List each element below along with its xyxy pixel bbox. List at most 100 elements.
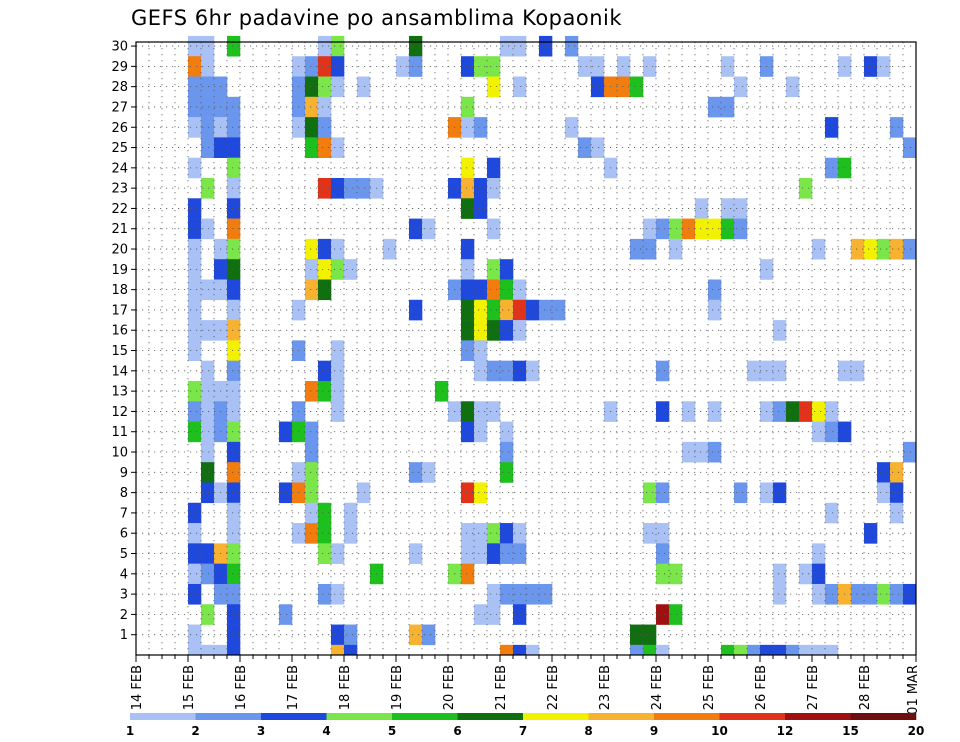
heatmap-cell — [331, 360, 345, 382]
y-tick-label: 6 — [120, 527, 128, 542]
heatmap-cell — [461, 178, 475, 199]
heatmap-cell — [812, 563, 826, 585]
legend-swatch — [195, 713, 262, 720]
y-tick-label: 28 — [111, 80, 128, 95]
heatmap-cell — [188, 563, 202, 585]
heatmap-cell — [188, 218, 202, 240]
x-tick-label: 27 FEB — [806, 665, 821, 710]
heatmap-cell — [526, 644, 540, 656]
heatmap-cell — [318, 76, 332, 98]
heatmap-cell — [201, 35, 215, 57]
heatmap-cell — [201, 482, 215, 504]
heatmap-cell — [669, 563, 683, 585]
heatmap-cell — [474, 279, 488, 301]
heatmap-cell — [188, 380, 202, 402]
heatmap-cell — [864, 523, 878, 544]
heatmap-cell — [903, 238, 917, 260]
heatmap-cell — [630, 644, 644, 656]
legend-swatch — [785, 713, 851, 720]
y-tick-label: 22 — [111, 202, 128, 217]
heatmap-cell — [630, 238, 644, 260]
heatmap-cell — [812, 543, 826, 564]
heatmap-cell — [305, 117, 319, 138]
x-tick-label: 20 FEB — [442, 665, 457, 710]
cells-layer — [188, 35, 917, 656]
heatmap-cell — [708, 441, 722, 463]
x-tick-label: 28 FEB — [858, 665, 873, 710]
heatmap-cell — [318, 178, 332, 199]
heatmap-cell — [890, 502, 904, 524]
heatmap-cell — [773, 644, 787, 656]
heatmap-cell — [669, 218, 683, 240]
heatmap-cell — [279, 482, 293, 504]
heatmap-cell — [656, 401, 670, 422]
x-tick-label: 23 FEB — [598, 665, 613, 710]
heatmap-cell — [201, 644, 215, 656]
heatmap-cell — [461, 563, 475, 585]
heatmap-cell — [786, 401, 800, 422]
heatmap-cell — [227, 320, 241, 341]
heatmap-cell — [188, 157, 202, 179]
heatmap-cell — [422, 218, 436, 240]
heatmap-cell — [201, 56, 215, 77]
heatmap-cell — [474, 543, 488, 564]
heatmap-cell — [487, 543, 501, 564]
heatmap-cell — [331, 401, 345, 422]
heatmap-cell — [474, 178, 488, 199]
heatmap-cell — [591, 56, 605, 77]
heatmap-cell — [188, 624, 202, 646]
legend: 1 2 3 4 5 6 7 8 9 10 12 15 20 — [126, 713, 924, 738]
chart-title: GEFS 6hr padavine po ansamblima Kopaonik — [131, 6, 623, 30]
heatmap-cell — [227, 259, 241, 280]
heatmap-cell — [474, 421, 488, 443]
legend-label: 12 — [777, 724, 794, 738]
heatmap-cell — [188, 76, 202, 98]
heatmap-cell — [331, 340, 345, 361]
heatmap-cell — [578, 56, 592, 77]
heatmap-cell — [461, 259, 475, 280]
heatmap-cell — [318, 56, 332, 77]
heatmap-cell — [825, 157, 839, 179]
heatmap-cell — [227, 117, 241, 138]
heatmap-cell — [188, 279, 202, 301]
heatmap-cell — [461, 238, 475, 260]
heatmap-cell — [812, 583, 826, 605]
heatmap-cell — [201, 543, 215, 564]
heatmap-cell — [513, 523, 527, 544]
heatmap-cell — [409, 35, 423, 57]
heatmap-cell — [227, 401, 241, 422]
heatmap-cell — [500, 299, 514, 321]
legend-label: 7 — [519, 724, 527, 738]
heatmap-cell — [318, 380, 332, 402]
heatmap-cell — [630, 624, 644, 646]
heatmap-cell — [864, 56, 878, 77]
heatmap-cell — [201, 360, 215, 382]
heatmap-cell — [474, 56, 488, 77]
heatmap-cell — [591, 76, 605, 98]
x-tick-label: 14 FEB — [130, 665, 145, 710]
heatmap-cell — [721, 198, 735, 219]
heatmap-cell — [474, 117, 488, 138]
heatmap-cell — [487, 76, 501, 98]
heatmap-cell — [513, 543, 527, 564]
heatmap-cell — [708, 279, 722, 301]
heatmap-cell — [318, 279, 332, 301]
heatmap-cell — [825, 644, 839, 656]
heatmap-cell — [656, 360, 670, 382]
heatmap-cell — [643, 482, 657, 504]
heatmap-cell — [851, 238, 865, 260]
heatmap-cell — [188, 523, 202, 544]
heatmap-cell — [188, 56, 202, 77]
heatmap-cell — [500, 644, 514, 656]
x-tick-label: 18 FEB — [338, 665, 353, 710]
heatmap-cell — [188, 238, 202, 260]
heatmap-cell — [669, 604, 683, 625]
heatmap-cell — [500, 421, 514, 443]
heatmap-cell — [734, 482, 748, 504]
heatmap-cell — [461, 157, 475, 179]
heatmap-cell — [786, 644, 800, 656]
heatmap-cell — [305, 259, 319, 280]
heatmap-cell — [201, 441, 215, 463]
heatmap-cell — [188, 198, 202, 219]
